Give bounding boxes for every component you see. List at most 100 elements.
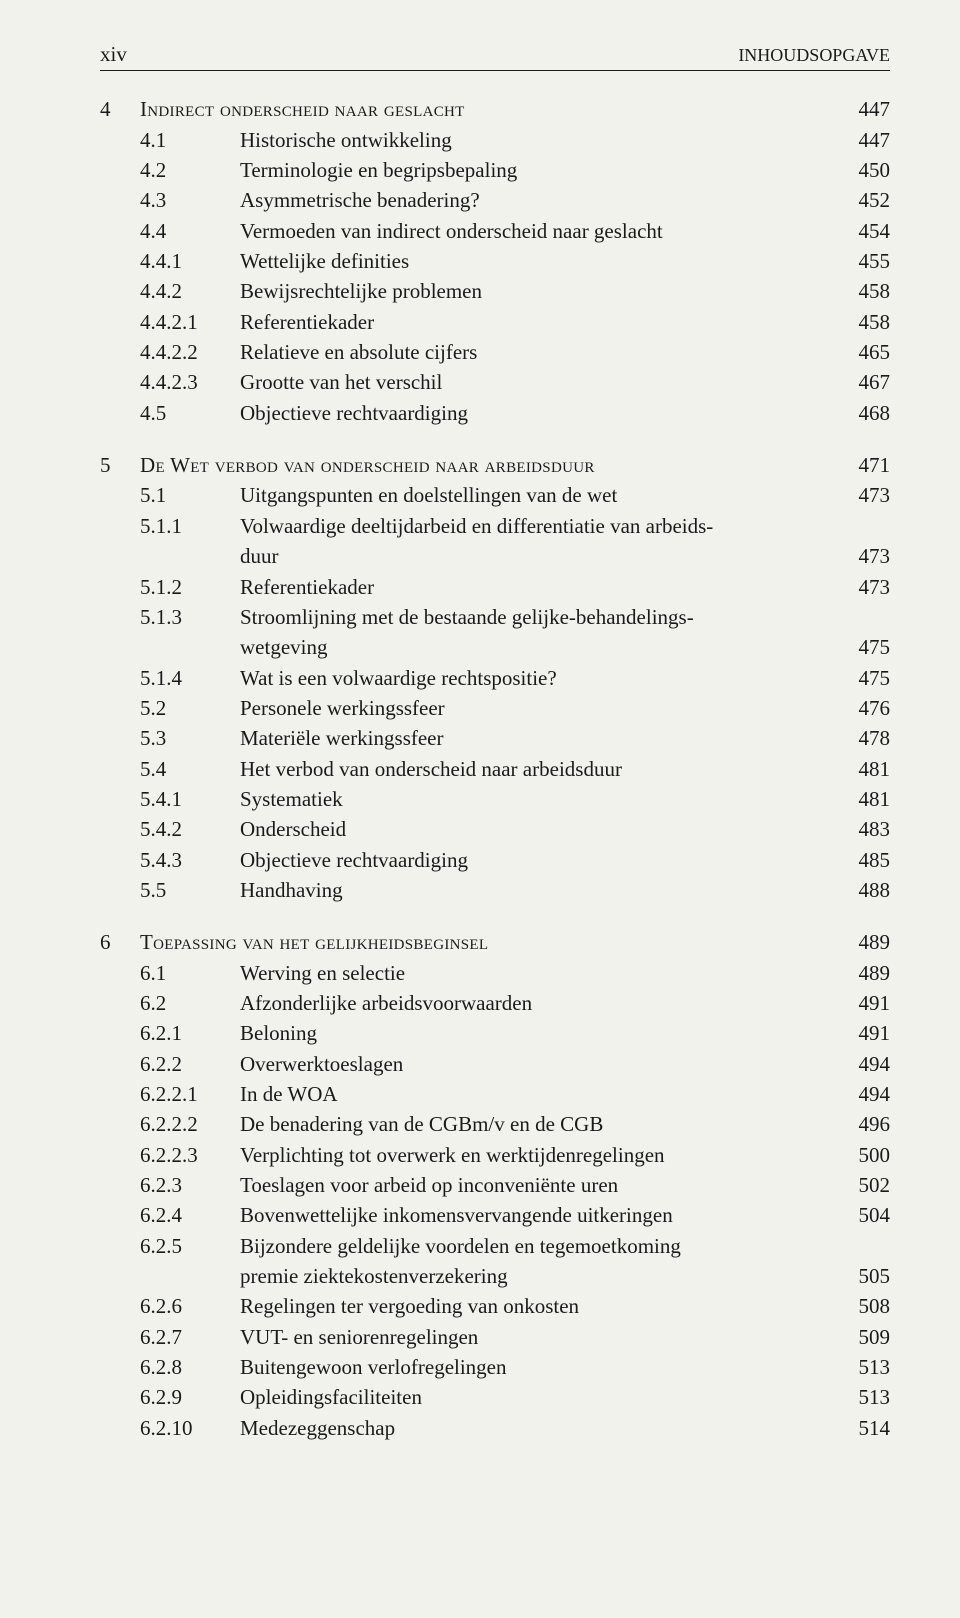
- toc-entry: 5.3Materiële werkingssfeer478: [100, 724, 890, 752]
- entry-title: Afzonderlijke arbeidsvoorwaarden: [240, 989, 830, 1017]
- toc-entry: 6.2Afzonderlijke arbeidsvoorwaarden491: [100, 989, 890, 1017]
- toc-entry: 4.4.2.3Grootte van het verschil467: [100, 368, 890, 396]
- entry-title: Vermoeden van indirect onderscheid naar …: [240, 217, 830, 245]
- entry-page: 468: [830, 399, 890, 427]
- entry-page: 473: [830, 573, 890, 601]
- entry-title: Bijzondere geldelijke voordelen en tegem…: [240, 1232, 830, 1260]
- entry-number: 4.4.2.2: [140, 338, 240, 366]
- entry-page: 483: [830, 815, 890, 843]
- entry-number: 5.4.1: [140, 785, 240, 813]
- toc-entry: 4.4.1Wettelijke definities455: [100, 247, 890, 275]
- entry-number: 6.2.3: [140, 1171, 240, 1199]
- page-number-left: xiv: [100, 40, 127, 68]
- toc-entry: 6.2.4Bovenwettelijke inkomensvervangende…: [100, 1201, 890, 1229]
- entry-number: 4.2: [140, 156, 240, 184]
- entry-title: Objectieve rechtvaardiging: [240, 399, 830, 427]
- entry-number: 6.2.9: [140, 1383, 240, 1411]
- entry-number: 5.1.2: [140, 573, 240, 601]
- entry-number: 5.1: [140, 481, 240, 509]
- entry-title: Grootte van het verschil: [240, 368, 830, 396]
- entry-page: 500: [830, 1141, 890, 1169]
- entry-page: 458: [830, 308, 890, 336]
- toc-entry: 6.1Werving en selectie489: [100, 959, 890, 987]
- chapter-number: 5: [100, 451, 140, 479]
- chapter-heading-row: 5De Wet verbod van onderscheid naar arbe…: [100, 451, 890, 479]
- entry-title: Medezeggenschap: [240, 1414, 830, 1442]
- entry-number: 5.4.3: [140, 846, 240, 874]
- entry-page: 489: [830, 959, 890, 987]
- entry-number: 6.2: [140, 989, 240, 1017]
- entry-page: 504: [830, 1201, 890, 1229]
- entry-title: Opleidingsfaciliteiten: [240, 1383, 830, 1411]
- entry-page: 514: [830, 1414, 890, 1442]
- entry-title: Terminologie en begripsbepaling: [240, 156, 830, 184]
- entry-title: Werving en selectie: [240, 959, 830, 987]
- toc-entry: 6.2.9Opleidingsfaciliteiten513: [100, 1383, 890, 1411]
- entry-page-continuation: 475: [830, 633, 890, 661]
- toc-entry: 6.2.2.3Verplichting tot overwerk en werk…: [100, 1141, 890, 1169]
- toc-entry: 5.5Handhaving488: [100, 876, 890, 904]
- entry-page: 494: [830, 1080, 890, 1108]
- entry-page: 491: [830, 1019, 890, 1047]
- section-gap: [100, 906, 890, 928]
- entry-number: 6.2.1: [140, 1019, 240, 1047]
- entry-title: Uitgangspunten en doelstellingen van de …: [240, 481, 830, 509]
- toc-entry: 5.1Uitgangspunten en doelstellingen van …: [100, 481, 890, 509]
- toc-entry: 4.4.2.1Referentiekader458: [100, 308, 890, 336]
- entry-page: 467: [830, 368, 890, 396]
- page-header: xiv INHOUDSOPGAVE: [100, 40, 890, 71]
- entry-number: 5.4: [140, 755, 240, 783]
- entry-title: Personele werkingssfeer: [240, 694, 830, 722]
- entry-number: 6.2.2.1: [140, 1080, 240, 1108]
- chapter-heading-page: 489: [830, 928, 890, 956]
- toc-entry: 6.2.3Toeslagen voor arbeid op inconvenië…: [100, 1171, 890, 1199]
- toc-entry: 6.2.2.2De benadering van de CGBm/v en de…: [100, 1110, 890, 1138]
- entry-title: Referentiekader: [240, 308, 830, 336]
- entry-title: Relatieve en absolute cijfers: [240, 338, 830, 366]
- entry-number: 4.4.2.1: [140, 308, 240, 336]
- entry-title: Historische ontwikkeling: [240, 126, 830, 154]
- entry-page: 475: [830, 664, 890, 692]
- entry-page-continuation: 473: [830, 542, 890, 570]
- entry-title: Systematiek: [240, 785, 830, 813]
- entry-page: 509: [830, 1323, 890, 1351]
- entry-page: 494: [830, 1050, 890, 1078]
- entry-number: 4.4: [140, 217, 240, 245]
- entry-number: 6.2.4: [140, 1201, 240, 1229]
- toc-entry-continuation: premie ziektekostenverzekering505: [100, 1262, 890, 1290]
- toc-entry: 5.1.4Wat is een volwaardige rechtspositi…: [100, 664, 890, 692]
- entry-title: Wettelijke definities: [240, 247, 830, 275]
- entry-title: Bovenwettelijke inkomensvervangende uitk…: [240, 1201, 830, 1229]
- entry-title: Regelingen ter vergoeding van onkosten: [240, 1292, 830, 1320]
- toc-page: xiv INHOUDSOPGAVE 4Indirect onderscheid …: [0, 0, 960, 1504]
- entry-title: Materiële werkingssfeer: [240, 724, 830, 752]
- page-header-title: INHOUDSOPGAVE: [738, 43, 890, 67]
- entry-title: Onderscheid: [240, 815, 830, 843]
- chapter-heading-page: 447: [830, 95, 890, 123]
- toc-entry: 6.2.1Beloning491: [100, 1019, 890, 1047]
- toc-entry: 5.2Personele werkingssfeer476: [100, 694, 890, 722]
- entry-number: 6.1: [140, 959, 240, 987]
- entry-number: 5.4.2: [140, 815, 240, 843]
- entry-title: Volwaardige deeltijdarbeid en differenti…: [240, 512, 830, 540]
- chapter-heading-row: 6Toepassing van het gelijkheidsbeginsel4…: [100, 928, 890, 956]
- entry-number: 6.2.10: [140, 1414, 240, 1442]
- entry-title: Verplichting tot overwerk en werktijdenr…: [240, 1141, 830, 1169]
- entry-number: 6.2.5: [140, 1232, 240, 1260]
- entry-title: Wat is een volwaardige rechtspositie?: [240, 664, 830, 692]
- entry-page: 452: [830, 186, 890, 214]
- chapter-heading-page: 471: [830, 451, 890, 479]
- toc-entry: 5.1.3Stroomlijning met de bestaande geli…: [100, 603, 890, 631]
- entry-page: 491: [830, 989, 890, 1017]
- entry-page-continuation: 505: [830, 1262, 890, 1290]
- entry-page: 458: [830, 277, 890, 305]
- toc-entry: 5.4.2Onderscheid483: [100, 815, 890, 843]
- entry-title: Stroomlijning met de bestaande gelijke-b…: [240, 603, 830, 631]
- toc-entry: 4.4.2Bewijsrechtelijke problemen458: [100, 277, 890, 305]
- entry-number: 6.2.2.3: [140, 1141, 240, 1169]
- entry-page: 481: [830, 785, 890, 813]
- entry-page: 508: [830, 1292, 890, 1320]
- entry-number: 4.4.2: [140, 277, 240, 305]
- toc-entry: 6.2.5Bijzondere geldelijke voordelen en …: [100, 1232, 890, 1260]
- entry-page: 455: [830, 247, 890, 275]
